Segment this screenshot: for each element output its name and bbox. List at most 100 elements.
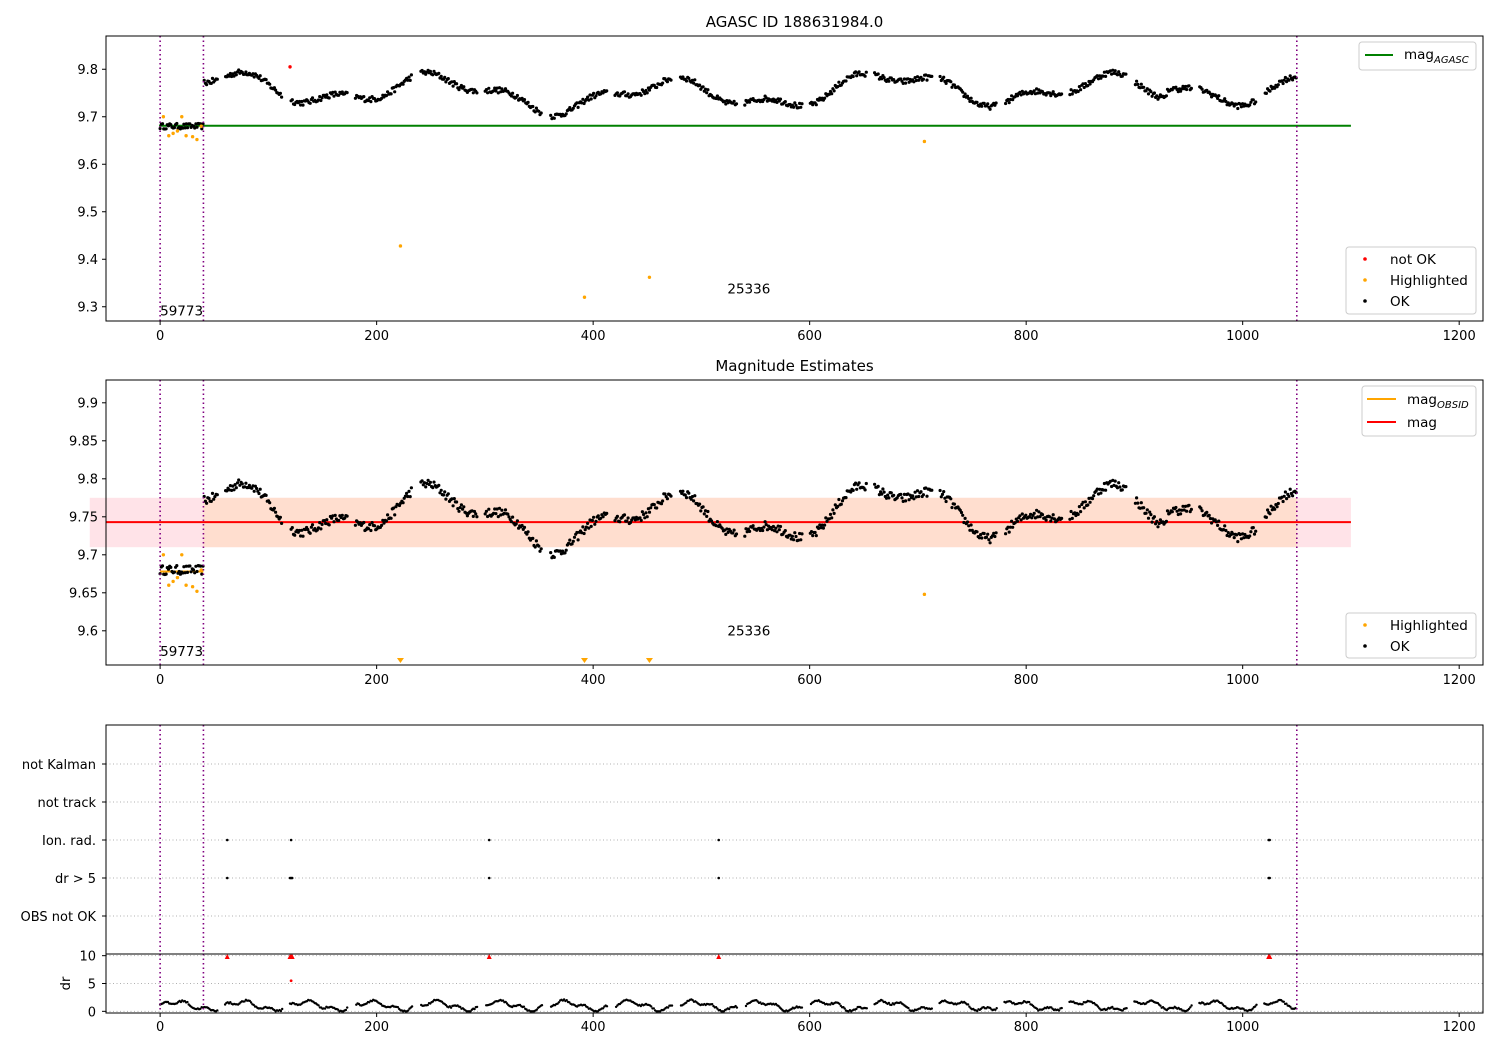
dr-point [522, 1005, 526, 1008]
ok-point [836, 504, 840, 509]
ok-point [796, 106, 801, 110]
ok-point [1052, 517, 1056, 521]
ok-point [199, 564, 203, 568]
ok-point [274, 510, 278, 514]
ok-point [210, 491, 215, 495]
ok-point [832, 511, 836, 515]
ok-point [840, 499, 845, 503]
ok-point [774, 526, 778, 530]
ok-point [901, 81, 905, 85]
ok-point [370, 521, 374, 525]
ok-point [231, 484, 235, 488]
ok-point [1010, 519, 1014, 523]
highlighted-point [647, 275, 652, 279]
ok-point [537, 109, 541, 113]
ok-point [1037, 88, 1041, 92]
dr-point [248, 999, 251, 1003]
highlighted-point [180, 115, 184, 119]
ok-point [407, 489, 411, 493]
ok-point [1136, 82, 1140, 86]
ok-point [1008, 525, 1013, 529]
ok-point [227, 488, 231, 492]
ok-point [497, 86, 502, 90]
ok-point [422, 481, 427, 485]
dr-point [1060, 1006, 1063, 1010]
ok-point [622, 90, 627, 94]
dr-point [727, 1007, 731, 1011]
ok-point [1069, 509, 1073, 514]
clipped-dr-marker [486, 954, 492, 960]
ok-point [1288, 487, 1292, 491]
ok-point [503, 87, 508, 91]
ok-point [247, 483, 251, 487]
ok-point [1183, 84, 1187, 89]
ok-point [1231, 532, 1235, 536]
ok-point [618, 520, 622, 524]
ok-point [1155, 519, 1159, 524]
dr-point [449, 1006, 453, 1009]
ok-point [1156, 525, 1160, 529]
highlighted-point [180, 553, 184, 557]
ok-point [743, 534, 747, 538]
ok-point [164, 572, 168, 576]
ok-point [589, 524, 593, 529]
highlighted-point [184, 583, 188, 587]
y-tick-label: 9.75 [69, 510, 98, 525]
ok-point [1200, 87, 1204, 91]
ok-point [1051, 513, 1055, 517]
x-tick-label: 200 [364, 673, 389, 688]
ok-point [770, 528, 774, 532]
y-tick-label: 9.5 [77, 205, 98, 220]
ok-point [580, 101, 584, 105]
ok-point [1189, 507, 1193, 511]
ok-point [792, 538, 796, 542]
ok-point [1239, 537, 1243, 541]
ok-point [462, 505, 466, 509]
ok-point [1088, 500, 1092, 504]
ok-point [771, 97, 776, 101]
ok-point [212, 497, 216, 501]
flag-point [717, 838, 721, 842]
ok-point [1181, 504, 1185, 508]
ok-point [663, 492, 667, 496]
dr-point [691, 999, 694, 1002]
axes-frame [105, 379, 1484, 666]
ok-point [1036, 91, 1040, 95]
ok-point [967, 97, 971, 101]
ok-point [1152, 515, 1156, 519]
ok-point [522, 98, 527, 102]
ok-point [567, 541, 571, 545]
ok-point [195, 569, 199, 574]
ok-point [258, 74, 262, 78]
ok-point [384, 94, 388, 98]
ok-point [1098, 74, 1102, 78]
x-tick-label: 400 [581, 673, 606, 688]
ok-point [237, 478, 241, 482]
ok-point [300, 528, 304, 532]
flag-point [1268, 876, 1272, 880]
ok-point [647, 88, 652, 92]
ok-point [509, 94, 513, 98]
ok-point [1133, 83, 1137, 87]
highlighted-point [922, 592, 927, 597]
ok-point [568, 106, 572, 110]
ok-point [372, 524, 377, 528]
ok-point [332, 94, 336, 98]
dr-point [1220, 1001, 1223, 1005]
ok-point [855, 74, 859, 78]
ok-point [188, 564, 192, 568]
ok-point [280, 95, 284, 99]
ok-point [576, 105, 580, 109]
ok-point [1096, 492, 1101, 496]
ok-point [1117, 481, 1121, 485]
ok-point [268, 82, 272, 86]
off-axis-marker [645, 658, 653, 663]
ok-point [538, 549, 542, 553]
ok-point [950, 85, 954, 89]
ok-point [980, 536, 984, 540]
dr-point [907, 1006, 910, 1010]
dr-point [317, 1004, 320, 1007]
ok-point [705, 514, 709, 519]
ok-point [876, 72, 880, 76]
ok-point [1182, 508, 1186, 512]
